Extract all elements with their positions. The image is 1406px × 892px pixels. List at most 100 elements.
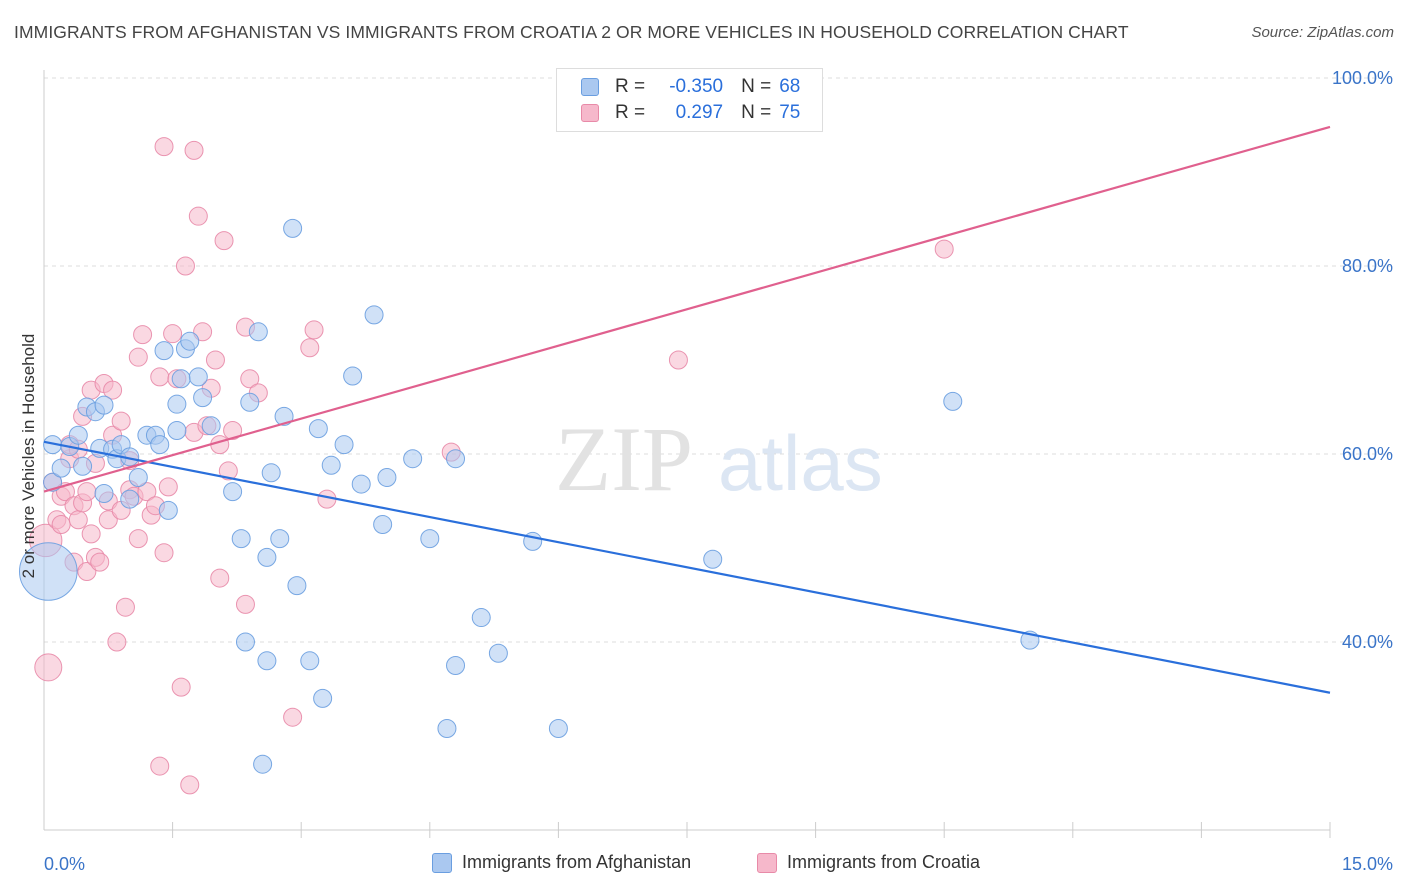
croatia-point: [668, 350, 688, 370]
legend-item-croatia[interactable]: Immigrants from Croatia: [757, 852, 980, 873]
chart-title: IMMIGRANTS FROM AFGHANISTAN VS IMMIGRANT…: [14, 22, 1129, 42]
croatia-point: [171, 677, 191, 697]
croatia-point: [103, 380, 123, 400]
r-value: -0.350: [669, 76, 724, 97]
n-label: N =: [741, 76, 772, 97]
y-tick-label: 40.0%: [1342, 632, 1393, 652]
croatia-trend-line: [43, 125, 1331, 493]
x-tick-label-max: 15.0%: [1342, 854, 1393, 874]
watermark-atlas: atlas: [718, 419, 883, 507]
afghanistan-point: [94, 483, 114, 503]
croatia-point: [111, 411, 131, 431]
croatia-point: [283, 707, 303, 727]
croatia-point: [184, 140, 204, 160]
legend-label-afghanistan: Immigrants from Afghanistan: [462, 852, 692, 872]
legend-label-croatia: Immigrants from Croatia: [787, 852, 981, 872]
afghanistan-point: [420, 529, 440, 549]
croatia-point: [218, 461, 238, 481]
series-legend: Immigrants from Afghanistan Immigrants f…: [0, 852, 1406, 878]
croatia-point: [223, 421, 243, 440]
croatia-point: [128, 529, 148, 549]
watermark-zip: ZIP: [555, 408, 693, 510]
y-tick-label: 100.0%: [1332, 68, 1393, 88]
afghanistan-point: [373, 515, 393, 534]
afghanistan-point: [351, 474, 371, 494]
r-label: R =: [615, 76, 646, 97]
afghanistan-point: [94, 395, 114, 415]
afghanistan-point: [120, 489, 140, 509]
legend-item-afghanistan[interactable]: Immigrants from Afghanistan: [432, 852, 691, 873]
afghanistan-point: [43, 472, 63, 492]
afghanistan-legend-swatch: [432, 852, 452, 873]
afghanistan-point: [193, 388, 213, 408]
croatia-point: [150, 756, 170, 776]
afghanistan-point: [188, 367, 208, 387]
afghanistan-point: [313, 688, 333, 708]
y-tick-label: 80.0%: [1342, 256, 1393, 276]
afghanistan-point: [167, 394, 187, 414]
croatia-point: [188, 206, 208, 226]
afghanistan-point: [158, 500, 178, 520]
x-ticks: [172, 822, 1331, 838]
croatia-point: [34, 653, 63, 682]
y-tick-labels: 40.0% 60.0% 80.0% 100.0%: [1332, 68, 1393, 652]
n-value: 75: [779, 102, 801, 123]
afghanistan-point: [274, 406, 294, 426]
croatia-point: [163, 324, 183, 344]
croatia-point: [180, 775, 200, 795]
afghanistan-point: [18, 542, 78, 601]
croatia-point: [133, 325, 153, 345]
croatia-point: [154, 543, 174, 563]
n-label: N =: [741, 102, 772, 123]
watermark: ZIP atlas: [555, 408, 883, 510]
afghanistan-trend-line: [43, 440, 1331, 694]
afghanistan-point: [261, 463, 281, 483]
croatia-point: [214, 231, 234, 251]
correlation-row-croatia: R = 0.297 N = 75: [581, 100, 800, 126]
afghanistan-point: [437, 718, 457, 738]
afghanistan-point: [235, 632, 255, 652]
afghanistan-point: [300, 651, 320, 671]
afghanistan-point: [180, 331, 200, 351]
afghanistan-point: [287, 576, 307, 596]
afghanistan-swatch: [581, 78, 599, 96]
croatia-point: [77, 562, 97, 581]
afghanistan-point: [51, 458, 71, 478]
afghanistan-point: [154, 341, 174, 361]
y-axis-label: 2 or more Vehicles in Household: [19, 334, 38, 579]
afghanistan-point: [308, 419, 328, 439]
afghanistan-point: [334, 435, 354, 455]
afghanistan-points: [18, 218, 1040, 774]
afghanistan-point: [321, 455, 341, 475]
afghanistan-point: [240, 392, 260, 412]
croatia-point: [150, 367, 170, 387]
n-value: 68: [779, 76, 801, 97]
croatia-point: [154, 137, 174, 157]
croatia-point: [158, 477, 178, 497]
afghanistan-point: [253, 754, 273, 774]
afghanistan-point: [150, 435, 170, 455]
afghanistan-point: [943, 391, 963, 411]
afghanistan-point: [73, 456, 93, 476]
afghanistan-point: [446, 449, 466, 469]
afghanistan-point: [248, 322, 268, 342]
croatia-point: [300, 338, 320, 358]
correlation-legend: R = -0.350 N = 68 R = 0.297 N = 75: [556, 68, 823, 132]
croatia-point: [304, 320, 324, 340]
trend-lines: [43, 125, 1331, 694]
afghanistan-point: [471, 608, 491, 628]
afghanistan-point: [488, 643, 508, 663]
afghanistan-point: [171, 369, 191, 389]
afghanistan-point: [403, 449, 423, 469]
croatia-swatch: [581, 104, 599, 122]
afghanistan-point: [257, 651, 277, 671]
afghanistan-point: [703, 549, 723, 569]
croatia-point: [81, 524, 101, 544]
r-value: 0.297: [675, 102, 724, 123]
croatia-point: [77, 482, 97, 502]
afghanistan-point: [343, 366, 363, 386]
croatia-point: [240, 369, 260, 389]
croatia-point: [128, 347, 148, 367]
croatia-point: [235, 594, 255, 614]
